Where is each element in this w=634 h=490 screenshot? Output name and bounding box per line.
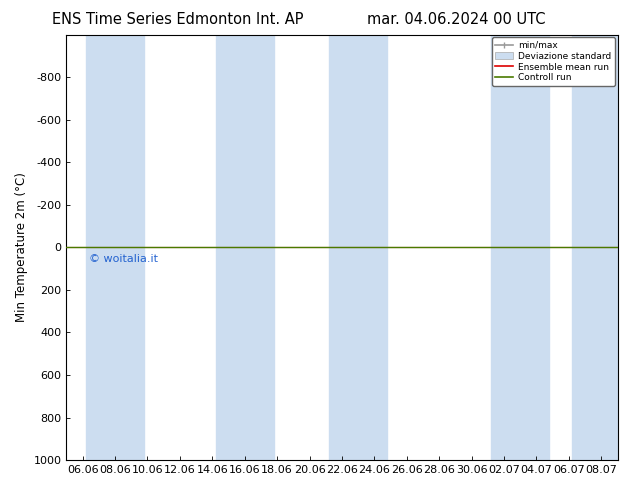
Bar (491, 35, 550, 460)
Text: ENS Time Series Edmonton Int. AP: ENS Time Series Edmonton Int. AP (52, 12, 303, 27)
Y-axis label: Min Temperature 2m (°C): Min Temperature 2m (°C) (15, 172, 28, 322)
Text: © woitalia.it: © woitalia.it (89, 254, 158, 264)
Bar (216, 35, 274, 460)
Text: mar. 04.06.2024 00 UTC: mar. 04.06.2024 00 UTC (367, 12, 546, 27)
Bar (86, 35, 144, 460)
Bar (572, 35, 630, 460)
Bar (329, 35, 387, 460)
Legend: min/max, Deviazione standard, Ensemble mean run, Controll run: min/max, Deviazione standard, Ensemble m… (492, 37, 615, 86)
